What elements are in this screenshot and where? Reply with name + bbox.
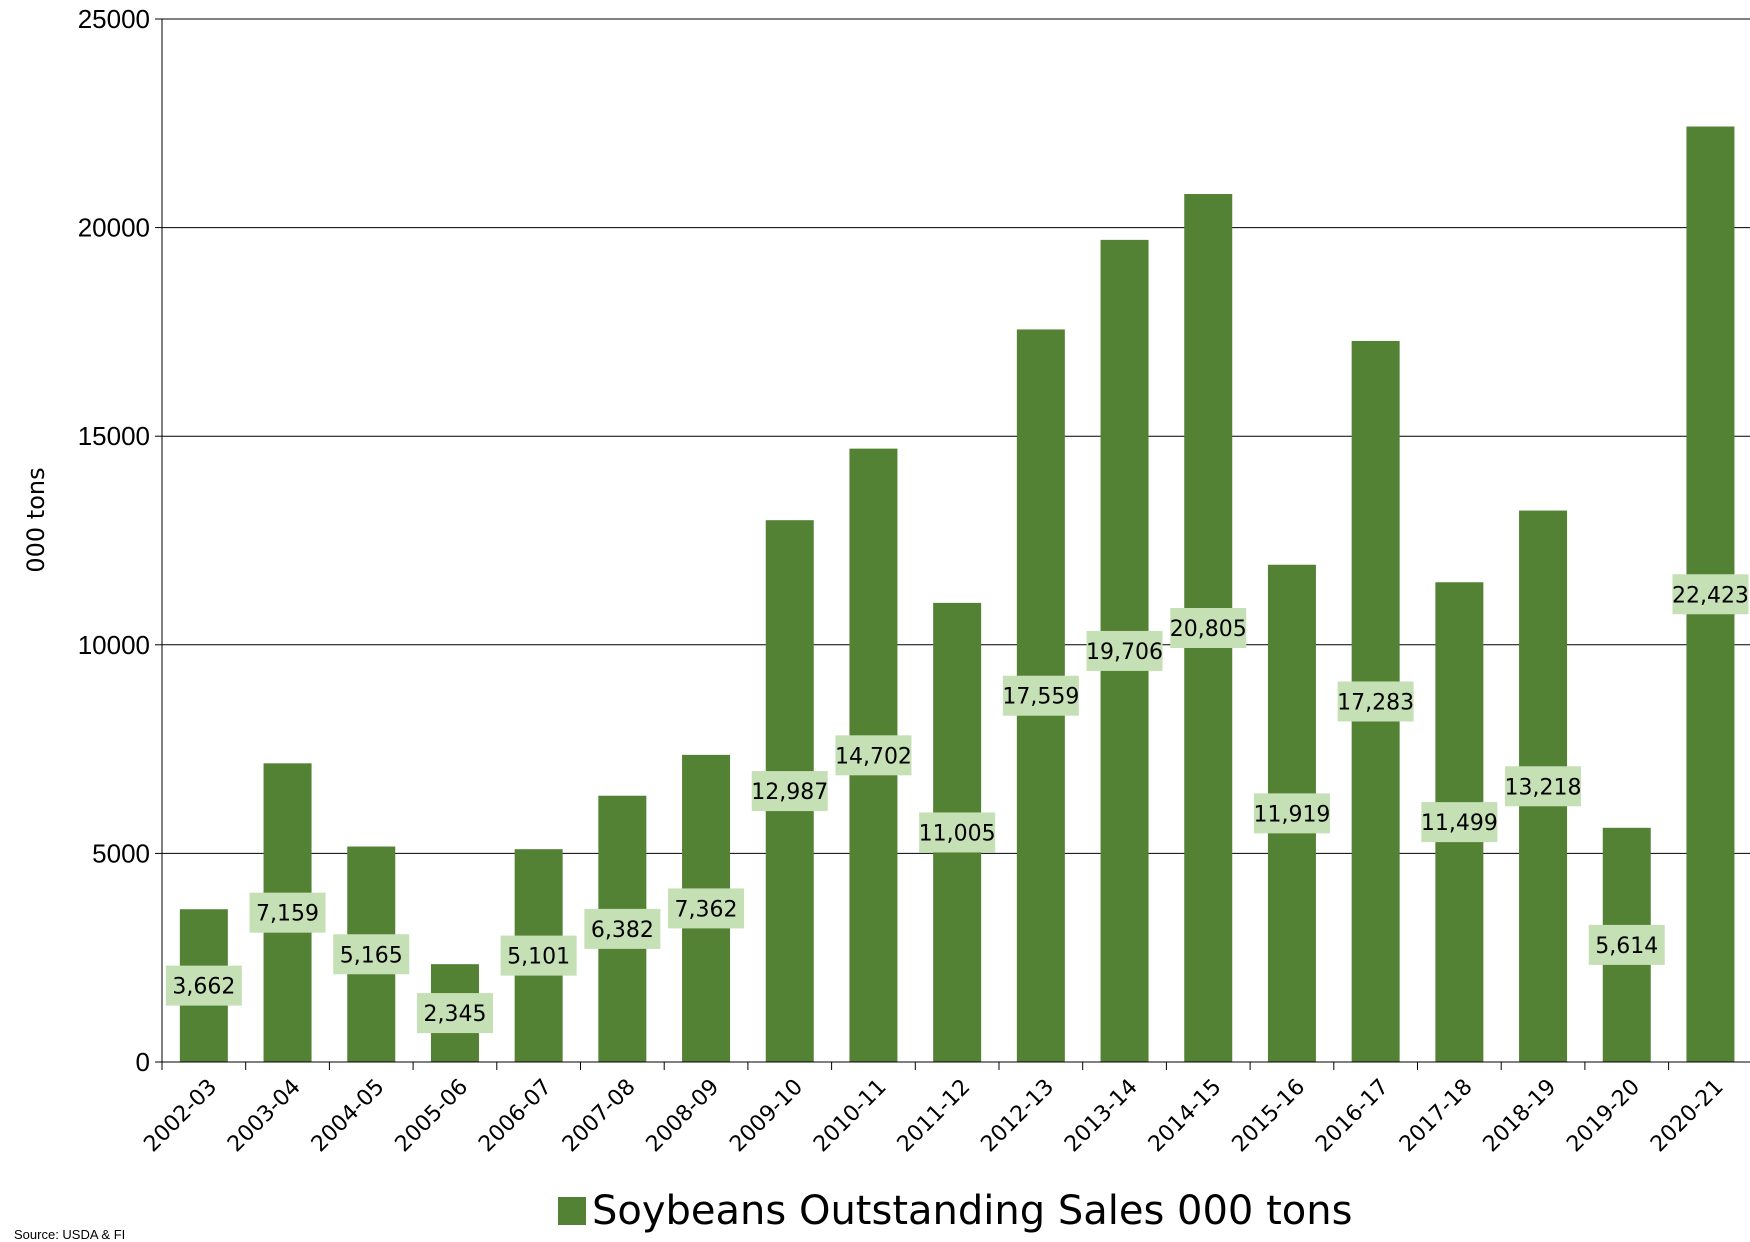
data-label-box	[1588, 924, 1665, 965]
grid-lines	[162, 18, 1750, 854]
data-label-box	[919, 812, 996, 853]
data-label-text: 7,159	[256, 902, 319, 927]
data-label-text: 22,423	[1672, 583, 1749, 608]
x-tick-label: 2002-03	[139, 1075, 222, 1158]
data-label-text: 17,283	[1337, 690, 1414, 715]
source-note: Source: USDA & FI	[14, 1227, 126, 1242]
data-label: 3,662	[165, 965, 242, 1006]
data-label-box	[416, 993, 493, 1034]
data-label: 17,283	[1337, 681, 1414, 722]
data-label: 12,987	[751, 771, 828, 812]
data-label-text: 11,005	[919, 821, 996, 846]
data-label-text: 6,382	[591, 918, 654, 943]
data-label-box	[1337, 681, 1414, 722]
x-tick-label: 2019-20	[1562, 1075, 1645, 1158]
data-label-text: 11,919	[1253, 802, 1330, 827]
data-label-text: 5,614	[1595, 934, 1658, 959]
data-label-box	[751, 771, 828, 812]
data-label-text: 13,218	[1505, 775, 1582, 800]
data-label: 11,499	[1421, 802, 1498, 843]
data-label: 13,218	[1505, 766, 1582, 807]
y-tick-label: 25000	[78, 4, 150, 34]
x-tick-label: 2003-04	[223, 1075, 306, 1158]
data-label-text: 7,362	[675, 897, 738, 922]
y-tick-label: 10000	[78, 630, 150, 660]
x-tick-label: 2007-08	[558, 1075, 641, 1158]
data-label-text: 2,345	[423, 1002, 486, 1027]
data-label-box	[835, 735, 912, 776]
x-tick-label: 2005-06	[391, 1075, 474, 1158]
data-label-box	[1170, 608, 1247, 649]
y-tick-label: 5000	[92, 838, 150, 868]
data-label-text: 3,662	[172, 975, 235, 1000]
data-label-box	[584, 908, 661, 949]
data-label: 7,159	[249, 892, 326, 933]
bars	[179, 126, 1735, 1063]
legend-swatch	[558, 1197, 586, 1225]
data-label: 11,919	[1253, 793, 1330, 834]
data-label: 11,005	[919, 812, 996, 853]
x-tick-label: 2006-07	[474, 1075, 557, 1158]
x-tick-label: 2014-15	[1144, 1075, 1227, 1158]
data-label: 6,382	[584, 908, 661, 949]
data-label-text: 20,805	[1170, 617, 1247, 642]
x-tick-label: 2010-11	[809, 1075, 892, 1158]
data-label-box	[1253, 793, 1330, 834]
data-label-text: 5,165	[340, 943, 403, 968]
data-label-text: 12,987	[751, 780, 828, 805]
x-tick-label: 2018-19	[1479, 1075, 1562, 1158]
data-label-text: 14,702	[835, 744, 912, 769]
data-label: 20,805	[1170, 608, 1247, 649]
x-tick-label: 2011-12	[893, 1075, 976, 1158]
data-label-box	[1002, 675, 1079, 716]
data-label-text: 17,559	[1002, 685, 1079, 710]
data-labels: 3,662 7,159 5,165 2,345 5,101 6,382 7,362 12,98…	[165, 574, 1749, 1034]
x-tick-label: 2004-05	[307, 1075, 390, 1158]
data-label-box	[1672, 574, 1749, 615]
x-tick-label: 2009-10	[725, 1075, 808, 1158]
legend: Soybeans Outstanding Sales 000 tons	[558, 1188, 1352, 1234]
data-label-box	[1505, 766, 1582, 807]
x-axis-ticks: 2002-03 2003-04 2004-05 2005-06 2006-07 2007-…	[139, 1062, 1729, 1158]
axes	[161, 19, 1750, 1063]
x-tick-label: 2016-17	[1311, 1075, 1394, 1158]
data-label: 14,702	[835, 735, 912, 776]
data-label-box	[249, 892, 326, 933]
data-label: 19,706	[1086, 630, 1163, 671]
x-tick-label: 2020-21	[1646, 1075, 1729, 1158]
data-label: 5,165	[333, 934, 410, 975]
y-tick-label: 20000	[78, 213, 150, 243]
x-tick-label: 2017-18	[1395, 1075, 1478, 1158]
y-axis-ticks: 0 5000 10000 15000 20000 25000	[78, 4, 162, 1077]
data-label: 22,423	[1672, 574, 1749, 615]
data-label: 5,101	[500, 935, 577, 976]
data-label: 7,362	[668, 888, 745, 929]
data-label-box	[1421, 802, 1498, 843]
y-tick-label: 15000	[78, 421, 150, 451]
x-tick-label: 2012-13	[976, 1075, 1059, 1158]
data-label: 2,345	[416, 993, 493, 1034]
data-label-text: 5,101	[507, 945, 570, 970]
data-label-box	[500, 935, 577, 976]
data-label: 17,559	[1002, 675, 1079, 716]
data-label-text: 19,706	[1086, 640, 1163, 665]
y-tick-label: 0	[136, 1047, 150, 1077]
y-axis-label: 000 tons	[22, 467, 50, 572]
x-tick-label: 2013-14	[1060, 1075, 1143, 1158]
data-label: 5,614	[1588, 924, 1665, 965]
legend-label: Soybeans Outstanding Sales 000 tons	[592, 1188, 1353, 1234]
data-label-box	[333, 934, 410, 975]
data-label-text: 11,499	[1421, 811, 1498, 836]
x-tick-label: 2015-16	[1228, 1075, 1311, 1158]
x-tick-label: 2008-09	[642, 1075, 725, 1158]
data-label-box	[1086, 630, 1163, 671]
data-label-box	[668, 888, 745, 929]
data-label-box	[165, 965, 242, 1006]
